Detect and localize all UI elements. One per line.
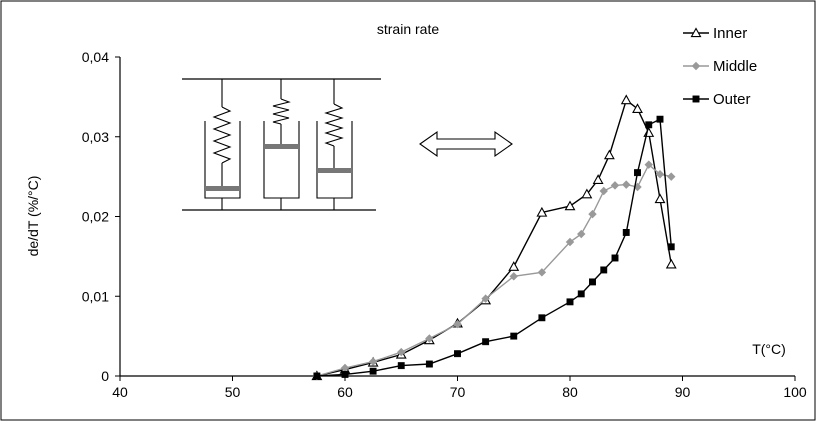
legend: Inner Middle Outer — [683, 25, 757, 108]
x-tick-label: 50 — [225, 384, 241, 400]
axes: 40 50 60 70 80 90 100 0 0,01 0,02 0,03 0,04 — [82, 49, 807, 400]
data-point-middle — [644, 160, 653, 169]
x-tick-label: 80 — [562, 384, 578, 400]
data-point-middle — [481, 294, 490, 303]
series-middle — [312, 160, 676, 381]
spring-icon — [272, 98, 291, 125]
data-point-outer — [577, 290, 585, 298]
x-tick-label: 40 — [112, 384, 128, 400]
data-point-outer — [622, 229, 630, 236]
spring-dashpot-element-1 — [204, 79, 241, 210]
y-tick-label: 0 — [101, 368, 109, 384]
data-point-inner — [508, 261, 520, 271]
legend-label: Middle — [713, 58, 757, 75]
spring-dashpot-element-2 — [263, 79, 300, 210]
data-point-outer — [566, 298, 574, 306]
legend-swatch-marker — [691, 61, 701, 71]
y-tick-label: 0,03 — [82, 129, 109, 145]
data-point-inner — [654, 193, 666, 204]
legend-label: Inner — [713, 25, 747, 42]
spring-dashpot-element-3 — [316, 79, 353, 210]
data-point-outer — [634, 169, 641, 177]
data-point-middle — [537, 268, 547, 277]
data-point-inner — [603, 149, 615, 160]
dashpot-piston-icon — [205, 186, 240, 191]
data-point-outer — [482, 338, 490, 346]
chart-title: strain rate — [377, 21, 439, 37]
data-point-middle — [599, 186, 608, 196]
data-point-outer — [589, 278, 596, 286]
legend-item-middle: Middle — [683, 58, 757, 75]
x-tick-label: 60 — [337, 384, 353, 400]
data-point-middle — [610, 181, 620, 190]
y-tick-label: 0,01 — [82, 288, 109, 304]
data-point-middle — [397, 347, 406, 357]
data-point-middle — [577, 229, 586, 239]
data-point-inner — [564, 200, 576, 211]
data-point-middle — [667, 172, 676, 181]
data-point-outer — [425, 360, 433, 368]
x-tick-label: 100 — [783, 384, 807, 400]
legend-label: Outer — [713, 91, 751, 108]
x-axis-label: T(°C) — [752, 341, 786, 357]
data-point-outer — [656, 115, 664, 123]
data-point-outer — [341, 370, 349, 378]
y-axis-label: de/dT (%/°C) — [25, 176, 41, 257]
data-point-middle — [425, 334, 434, 343]
data-point-outer — [397, 362, 405, 370]
data-point-inner — [620, 94, 632, 105]
data-point-inner — [592, 174, 604, 184]
data-point-inner — [632, 103, 643, 113]
data-point-outer — [454, 350, 461, 358]
legend-swatch-marker — [690, 27, 702, 38]
dashpot-piston-icon — [317, 168, 352, 173]
series-layer — [311, 94, 677, 381]
series-outer — [313, 115, 675, 380]
data-point-outer — [313, 372, 321, 380]
spring-icon — [212, 106, 232, 164]
data-point-middle — [565, 237, 575, 247]
y-tick-label: 0,04 — [82, 49, 109, 65]
data-point-outer — [667, 243, 675, 251]
legend-swatch-marker — [692, 95, 700, 103]
legend-item-outer: Outer — [683, 91, 751, 108]
y-tick-label: 0,02 — [82, 209, 109, 225]
double-arrow-icon — [419, 130, 513, 158]
data-point-outer — [600, 266, 608, 274]
data-point-outer — [538, 314, 546, 322]
data-point-middle — [588, 209, 597, 219]
data-point-middle — [453, 319, 462, 329]
x-tick-label: 70 — [450, 384, 466, 400]
data-point-inner — [665, 258, 677, 269]
x-tick-label: 90 — [675, 384, 691, 400]
spring-icon — [324, 103, 344, 147]
data-point-middle — [368, 357, 378, 366]
data-point-outer — [611, 254, 619, 262]
spring-dashpot-schematic — [182, 78, 513, 211]
data-point-middle — [509, 272, 518, 281]
data-point-outer — [510, 332, 518, 340]
data-point-inner — [536, 206, 548, 217]
data-point-outer — [369, 367, 377, 375]
data-point-inner — [581, 188, 593, 199]
data-point-middle — [655, 170, 665, 179]
data-point-middle — [622, 180, 631, 189]
legend-item-inner: Inner — [683, 25, 747, 42]
dashpot-piston-icon — [264, 144, 299, 149]
data-point-outer — [645, 121, 653, 129]
